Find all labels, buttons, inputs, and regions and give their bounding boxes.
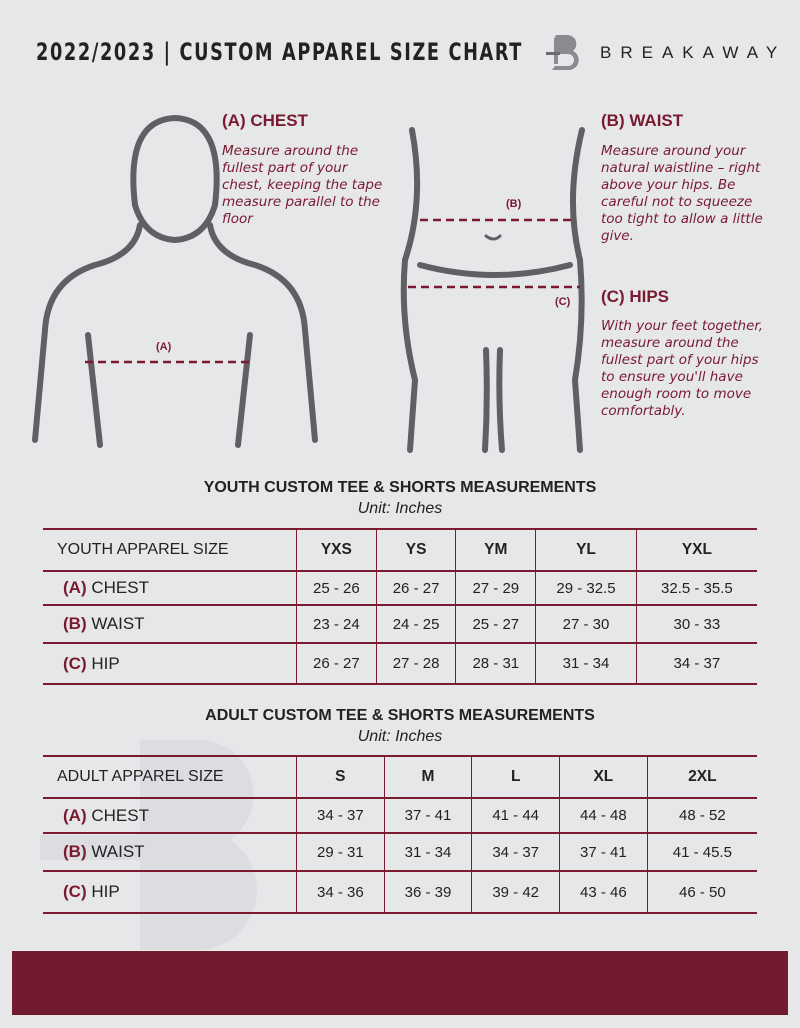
- cell: 34 - 37: [635, 642, 757, 685]
- header-cell: L: [471, 755, 560, 799]
- header-cell: YXS: [296, 528, 377, 572]
- breakaway-logo-icon: [546, 35, 579, 71]
- table-row: (A) CHEST 34 - 37 37 - 41 41 - 44 44 - 4…: [43, 797, 757, 834]
- row-label: (B) WAIST: [43, 832, 297, 872]
- cell: 34 - 36: [296, 870, 385, 914]
- body-measurement-illustration: [32, 114, 585, 453]
- cell: 31 - 34: [535, 642, 637, 685]
- cell: 41 - 45.5: [646, 832, 757, 872]
- adult-size-table: ADULT APPAREL SIZE S M L XL 2XL (A) CHES…: [43, 755, 757, 914]
- row-label: (B) WAIST: [43, 604, 297, 644]
- hips-marker: (C): [555, 296, 571, 308]
- youth-table-unit: Unit: Inches: [357, 500, 443, 517]
- cell: 26 - 27: [296, 642, 377, 685]
- footer-bar: [12, 951, 788, 1015]
- header-cell: ADULT APPAREL SIZE: [43, 755, 297, 799]
- cell: 29 - 32.5: [535, 570, 637, 606]
- cell: 46 - 50: [646, 870, 757, 914]
- cell: 29 - 31: [296, 832, 385, 872]
- brand-name: BREAKAWAY: [600, 43, 787, 62]
- cell: 27 - 30: [535, 604, 637, 644]
- cell: 23 - 24: [296, 604, 377, 644]
- header-cell: YM: [455, 528, 536, 572]
- chest-marker: (A): [156, 341, 172, 353]
- row-label: (A) CHEST: [43, 797, 297, 834]
- cell: 32.5 - 35.5: [635, 570, 757, 606]
- table-header-row: YOUTH APPAREL SIZE YXS YS YM YL YXL: [43, 528, 757, 572]
- cell: 37 - 41: [383, 797, 472, 834]
- cell: 24 - 25: [375, 604, 456, 644]
- cell: 28 - 31: [455, 642, 536, 685]
- header-cell: YL: [535, 528, 637, 572]
- waist-description: Measure around your natural waistline – …: [601, 143, 763, 244]
- cell: 48 - 52: [646, 797, 757, 834]
- cell: 26 - 27: [375, 570, 456, 606]
- cell: 44 - 48: [559, 797, 648, 834]
- table-header-row: ADULT APPAREL SIZE S M L XL 2XL: [43, 755, 757, 799]
- cell: 36 - 39: [383, 870, 472, 914]
- header-cell: XL: [559, 755, 648, 799]
- cell: 27 - 28: [375, 642, 456, 685]
- header-cell: YXL: [635, 528, 757, 572]
- cell: 39 - 42: [471, 870, 560, 914]
- hips-description: With your feet together, measure around …: [601, 318, 764, 419]
- youth-table-title: YOUTH CUSTOM TEE & SHORTS MEASUREMENTS: [203, 479, 597, 496]
- row-label: (C) HIP: [43, 870, 297, 914]
- cell: 34 - 37: [471, 832, 560, 872]
- table-row: (C) HIP 26 - 27 27 - 28 28 - 31 31 - 34 …: [43, 642, 757, 685]
- adult-table-title: ADULT CUSTOM TEE & SHORTS MEASUREMENTS: [205, 707, 595, 724]
- chest-description: Measure around the fullest part of your …: [222, 143, 383, 227]
- cell: 27 - 29: [455, 570, 536, 606]
- table-row: (B) WAIST 29 - 31 31 - 34 34 - 37 37 - 4…: [43, 832, 757, 872]
- cell: 25 - 26: [296, 570, 377, 606]
- waist-heading: (B) WAIST: [601, 111, 684, 130]
- adult-table-unit: Unit: Inches: [357, 728, 443, 745]
- header-cell: YOUTH APPAREL SIZE: [43, 528, 297, 572]
- header-cell: M: [383, 755, 472, 799]
- cell: 41 - 44: [471, 797, 560, 834]
- cell: 31 - 34: [383, 832, 472, 872]
- page-title: 2022/2023 | CUSTOM APPAREL SIZE CHART: [36, 38, 524, 66]
- waist-marker: (B): [506, 198, 522, 210]
- table-row: (A) CHEST 25 - 26 26 - 27 27 - 29 29 - 3…: [43, 570, 757, 606]
- youth-size-table: YOUTH APPAREL SIZE YXS YS YM YL YXL (A) …: [43, 528, 757, 685]
- cell: 25 - 27: [455, 604, 536, 644]
- table-row: (C) HIP 34 - 36 36 - 39 39 - 42 43 - 46 …: [43, 870, 757, 914]
- row-label: (C) HIP: [43, 642, 297, 685]
- cell: 37 - 41: [559, 832, 648, 872]
- chest-heading: (A) CHEST: [222, 111, 308, 130]
- header-cell: YS: [375, 528, 456, 572]
- cell: 43 - 46: [559, 870, 648, 914]
- row-label: (A) CHEST: [43, 570, 297, 606]
- header-cell: S: [296, 755, 385, 799]
- cell: 30 - 33: [635, 604, 757, 644]
- table-row: (B) WAIST 23 - 24 24 - 25 25 - 27 27 - 3…: [43, 604, 757, 644]
- header-cell: 2XL: [646, 755, 757, 799]
- hips-heading: (C) HIPS: [601, 287, 669, 306]
- cell: 34 - 37: [296, 797, 385, 834]
